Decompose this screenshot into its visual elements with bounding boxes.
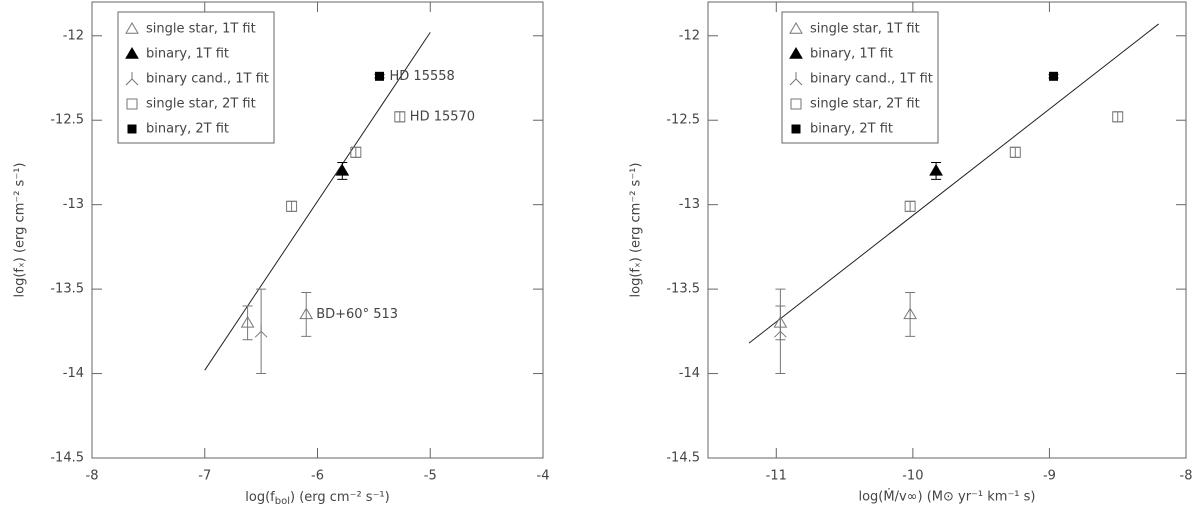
x-tick-label: -7: [198, 469, 211, 484]
x-axis-label: log(Ṁ/v∞) (M⊙ yr⁻¹ km⁻¹ s): [858, 489, 1035, 505]
marker: [1049, 71, 1059, 81]
error-bar: [242, 305, 253, 341]
y-tick-label: -13: [679, 197, 700, 212]
y-tick-label: -12.5: [50, 113, 84, 128]
marker: [904, 200, 916, 212]
marker: [394, 111, 406, 123]
legend-box: [117, 11, 275, 144]
y-tick-label: -13.5: [50, 282, 84, 297]
error-bar: [1010, 146, 1021, 158]
legend-label: binary cand., 1T fit: [146, 72, 269, 87]
marker: [127, 124, 137, 134]
error-bar: [905, 291, 916, 337]
marker: [375, 71, 385, 81]
x-axis-label: log(fbol) (erg cm⁻² s⁻¹): [245, 490, 389, 508]
marker: [903, 307, 917, 320]
x-tick-label: -9: [1043, 469, 1056, 484]
error-bar: [1112, 111, 1123, 123]
legend-label: single star, 1T fit: [810, 22, 920, 37]
error-bar: [286, 200, 297, 212]
x-tick-label: -5: [424, 469, 437, 484]
legend-label: binary, 1T fit: [810, 47, 893, 62]
legend-label: single star, 2T fit: [146, 97, 256, 112]
x-tick-label: -8: [1180, 469, 1193, 484]
y-tick-label: -14: [679, 366, 700, 381]
x-tick-label: -8: [86, 469, 99, 484]
legend-label: single star, 2T fit: [810, 97, 920, 112]
y-tick-label: -14.5: [50, 451, 84, 466]
x-axis-label-part: log(f: [245, 490, 275, 505]
y-axis-label: log(fₓ) (erg cm⁻² s⁻¹): [629, 163, 644, 298]
legend-label: binary, 2T fit: [146, 122, 229, 137]
marker: [350, 146, 362, 158]
y-tick-label: -13.5: [666, 282, 700, 297]
point-label: BD+60° 513: [316, 307, 398, 322]
legend-label: binary cand., 1T fit: [810, 72, 933, 87]
y-tick-label: -12: [63, 28, 84, 43]
marker: [125, 72, 139, 86]
marker: [790, 98, 802, 110]
legend-label: binary, 1T fit: [146, 47, 229, 62]
error-bar: [905, 200, 916, 212]
legend-box: [781, 11, 939, 144]
plot-frame: [707, 1, 1187, 459]
marker: [1112, 111, 1124, 123]
legend-label: single star, 1T fit: [146, 22, 256, 37]
y-axis-label: log(fₓ) (erg cm⁻² s⁻¹): [13, 163, 28, 298]
marker: [286, 200, 298, 212]
error-bar: [301, 291, 312, 337]
x-axis-label-part: ) (erg cm⁻² s⁻¹): [290, 490, 390, 505]
y-tick-label: -12: [679, 28, 700, 43]
marker: [254, 324, 268, 338]
fit-line: [204, 32, 431, 371]
marker: [929, 163, 943, 176]
marker: [126, 98, 138, 110]
marker: [789, 72, 803, 86]
x-tick-label: -11: [766, 469, 787, 484]
y-tick-label: -12.5: [666, 113, 700, 128]
point-label: HD 15558: [390, 69, 455, 84]
marker: [299, 307, 314, 320]
legend-label: binary, 2T fit: [810, 122, 893, 137]
marker: [774, 324, 787, 338]
marker: [791, 124, 801, 134]
x-axis-label-part: bol: [275, 496, 290, 507]
marker: [125, 22, 139, 34]
x-tick-label: -6: [311, 469, 324, 484]
point-label: HD 15570: [410, 109, 475, 124]
x-tick-label: -10: [902, 469, 923, 484]
y-tick-label: -14.5: [666, 451, 700, 466]
marker: [240, 315, 255, 328]
y-tick-label: -14: [63, 366, 84, 381]
marker: [335, 163, 350, 176]
marker: [789, 47, 803, 59]
y-tick-label: -13: [63, 197, 84, 212]
fit-line: [748, 23, 1159, 344]
marker: [789, 22, 803, 34]
x-tick-label: -4: [537, 469, 550, 484]
marker: [125, 47, 139, 59]
marker: [1009, 146, 1021, 158]
error-bar: [394, 111, 405, 123]
